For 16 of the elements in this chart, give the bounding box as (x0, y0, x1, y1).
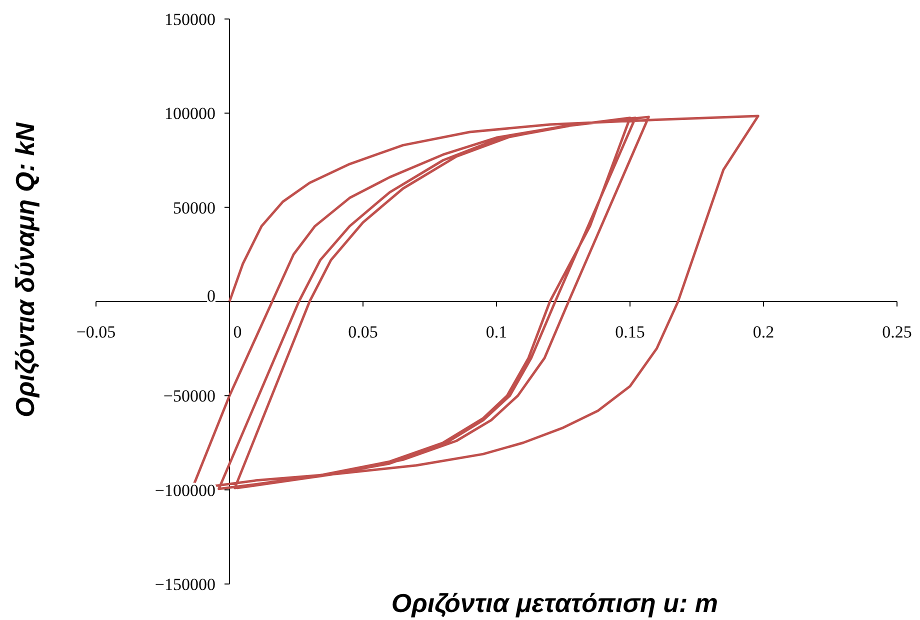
y-tick-label: 50000 (173, 198, 216, 218)
y-tick-label: 100000 (164, 104, 216, 124)
y-axis-title: Οριζόντια δύναμη Q: kN (10, 121, 40, 418)
x-tick-label: −0.05 (76, 322, 116, 342)
x-tick-label: 0.25 (882, 322, 912, 342)
y-tick-label: −150000 (154, 574, 216, 594)
x-tick-label: 0.1 (486, 322, 508, 342)
y-tick-label: −100000 (154, 480, 216, 500)
y-tick-label: 150000 (164, 10, 216, 29)
x-axis-title: Οριζόντια μετατόπιση u: m (391, 588, 718, 618)
x-tick-label: 0 (233, 322, 242, 342)
x-tick-label: 0.05 (348, 322, 378, 342)
x-tick-label: 0.2 (752, 322, 774, 342)
y-tick-label: −50000 (163, 386, 216, 406)
y-tick-label: 0 (207, 286, 216, 306)
x-tick-label: 0.15 (615, 322, 645, 342)
